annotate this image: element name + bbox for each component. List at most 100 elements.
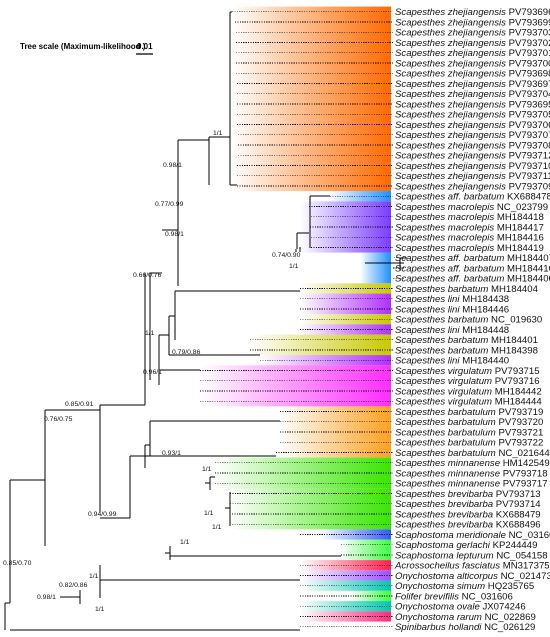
clade-band [300,283,391,294]
scale-bar: Tree scale (Maximum-likelihood ) 0.01 [20,42,153,55]
accession: PV793717 [500,479,547,490]
support-value: 0.98/1 [165,231,184,238]
accession: NC_031606 [459,591,513,602]
tip-label: Scapesthes barbatulum PV793720 [395,417,543,428]
accession: PV793699 [506,17,550,28]
clade-band [250,334,391,356]
accession: NC_054158 [494,550,548,561]
scale-bar-title: Tree scale (Maximum-likelihood ) [20,42,146,51]
species-name: Acrossocheilus fasciatus [394,561,500,572]
species-name: Scapesthes zhejiangensis [395,99,506,110]
accession: MH184404 [488,284,538,295]
tip-label: Scaphostoma lepturum NC_054158 [395,550,548,561]
species-name: Scapesthes zhejiangensis [395,28,506,39]
support-value: 0.76/0.75 [44,416,73,423]
support-value: 1/1 [289,263,299,270]
species-name: Scapesthes aff. barbatum [395,263,504,274]
species-name: Onychostoma alticorpus [395,571,498,582]
species-name: Scapesthes lini [395,304,460,315]
tree-branches [4,11,407,631]
branch [129,455,150,518]
species-name: Scapesthes barbatum [395,284,488,295]
tip-label: Scaphostoma gerlachi KP244449 [395,540,537,551]
branch [99,565,300,598]
species-name: Scapesthes minnanense [395,479,500,490]
clade-band [340,539,391,561]
tip-label: Onychostoma simum HQ235765 [395,581,534,592]
accession: PV793696 [506,7,550,18]
species-name: Scapesthes brevibarba [395,489,493,500]
accession: NC_021473 [498,571,550,582]
tip-label: Scapesthes zhejiangensis PV793712 [395,151,550,162]
tip-labels: Scapesthes zhejiangensis PV793696Scapest… [394,7,550,633]
support-value: 1/1 [213,130,223,137]
scale-bar-value: 0.01 [137,42,153,51]
accession: MH184398 [488,345,538,356]
branch [299,195,330,252]
accession: MH184442 [492,386,542,397]
accession: MH184446 [460,304,510,315]
tip-label: Scapesthes brevibarba PV793713 [395,489,541,500]
species-name: Scapesthes barbatulum [395,407,496,418]
support-value: 1/1 [89,573,99,580]
tip-label: Scapesthes barbatum MH184401 [395,335,538,346]
tip-label: Onychostoma alticorpus NC_021473 [395,571,550,582]
accession: PV793722 [496,438,543,449]
support-value: 0.66/0.76 [133,272,162,279]
tip-label: Scapesthes lini MH184440 [395,356,509,367]
branch [174,290,300,340]
species-name: Scapesthes zhejiangensis [395,17,506,28]
branch [375,257,407,270]
tip-label: Scapesthes zhejiangensis PV793695 [395,99,550,110]
tip-label: Scapesthes aff. barbatum KX688478 [395,192,550,203]
tip-label: Acrossocheilus fasciatus MN317375 [394,561,550,572]
tip-label: Scapesthes zhejiangensis PV793703 [395,28,550,39]
support-value: 1/1 [95,606,105,613]
accession: PV793714 [493,499,541,510]
clade-band [232,6,391,192]
accession: NC_026129 [481,622,535,633]
species-name: Folifer brevifilis [395,591,459,602]
clade-band [300,570,391,581]
accession: PV793715 [492,366,539,377]
tip-label: Scapesthes lini MH184438 [395,294,509,305]
support-value: 0.94/0.99 [88,511,117,518]
support-value: 0.98/1 [163,162,182,169]
species-name: Scapesthes zhejiangensis [395,161,506,172]
accession: PV793719 [496,407,543,418]
species-name: Scapesthes macrolepis [395,222,494,233]
tip-label: Scapesthes zhejiangensis PV793701 [395,48,550,59]
tip-label: Scapesthes barbatulum NC_021644 [395,448,550,459]
species-name: Scaphostoma gerlachi [395,540,491,551]
tip-label: Scapesthes aff. barbatum MH184410 [395,263,550,274]
support-value: 1/1 [212,524,222,531]
tip-label: Scapesthes zhejiangensis PV793702 [395,38,550,49]
support-value: 1/1 [180,539,190,546]
species-name: Scapesthes barbatum [395,335,488,346]
branch [208,136,230,185]
species-name: Scapesthes brevibarba [395,520,493,531]
accession: HQ235765 [485,581,534,592]
tip-label: Scapesthes lini MH184446 [395,304,509,315]
branch [149,420,280,456]
accession: PV793709 [506,181,550,192]
species-name: Scapesthes zhejiangensis [395,151,506,162]
support-value: 0.77/0.99 [155,201,184,208]
species-name: Scaphostoma meridionale [395,530,506,541]
species-name: Scapesthes barbatum [395,315,488,326]
accession: NC_031603 [506,530,550,541]
accession: KP244449 [490,540,537,551]
accession: PV793703 [506,28,550,39]
clade-band [230,488,391,530]
tip-label: Scapesthes virgulatum MH184442 [395,386,542,397]
species-name: Scapesthes macrolepis [395,243,494,254]
accession: NC_022869 [482,612,536,623]
clade-band [300,324,391,335]
accession: MH184440 [460,356,510,367]
clade-band [300,314,391,325]
tip-label: Scapesthes barbatum MH184404 [395,284,539,295]
accession: PV793713 [493,489,540,500]
tip-label: Scapesthes brevibarba PV793714 [395,499,541,510]
support-value: 1/1 [145,330,155,337]
accession: MH184438 [460,294,510,305]
